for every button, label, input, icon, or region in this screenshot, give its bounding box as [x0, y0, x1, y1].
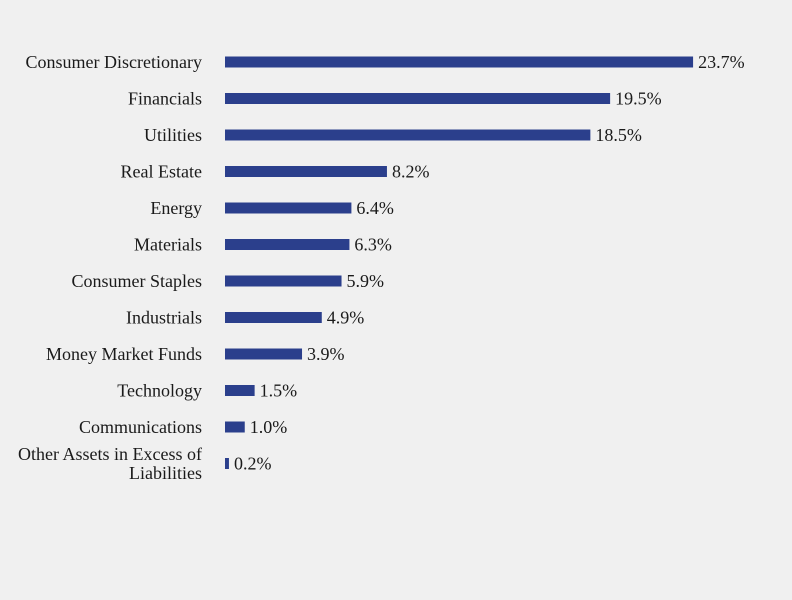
- bar-other-assets-in-excess-of-liabilities: [225, 458, 229, 469]
- bars-group: [225, 56, 694, 469]
- category-label-financials: Financials: [128, 89, 202, 109]
- category-label-utilities: Utilities: [144, 125, 202, 145]
- bar-real-estate: [225, 166, 387, 177]
- value-label-materials: 6.3%: [354, 235, 392, 255]
- category-label-money-market-funds: Money Market Funds: [46, 344, 202, 364]
- category-label-energy: Energy: [150, 198, 202, 218]
- bar-industrials: [225, 312, 322, 323]
- category-label-consumer-staples: Consumer Staples: [72, 271, 203, 291]
- value-label-consumer-discretionary: 23.7%: [698, 52, 745, 72]
- value-label-industrials: 4.9%: [327, 308, 365, 328]
- bar-communications: [225, 421, 245, 433]
- value-label-utilities: 18.5%: [595, 125, 642, 145]
- value-label-real-estate: 8.2%: [392, 162, 430, 182]
- category-label-materials: Materials: [134, 235, 202, 255]
- value-label-financials: 19.5%: [615, 89, 662, 109]
- category-label-communications: Communications: [79, 417, 202, 437]
- category-label-real-estate: Real Estate: [121, 162, 202, 182]
- bar-money-market-funds: [225, 348, 303, 360]
- bar-consumer-discretionary: [225, 56, 694, 68]
- value-label-other-assets-in-excess-of-liabilities: 0.2%: [234, 454, 272, 474]
- category-labels-group: Consumer Discretionary Financials Utilitie…: [18, 52, 202, 483]
- value-label-energy: 6.4%: [356, 198, 394, 218]
- value-labels-group: 23.7% 19.5% 18.5% 8.2% 6.4% 6.3% 5.9% 4.9% 3.9% 1…: [234, 52, 745, 474]
- category-label-technology: Technology: [117, 381, 202, 401]
- value-label-consumer-staples: 5.9%: [347, 271, 385, 291]
- category-label-consumer-discretionary: Consumer Discretionary: [26, 52, 202, 72]
- bar-consumer-staples: [225, 275, 342, 287]
- bar-technology: [225, 385, 255, 396]
- category-label-industrials: Industrials: [126, 308, 202, 328]
- value-label-money-market-funds: 3.9%: [307, 344, 345, 364]
- category-label-other-assets-in-excess-of-liabilities: Other Assets in Excess of Liabilities: [18, 444, 202, 483]
- bar-financials: [225, 93, 611, 104]
- bar-energy: [225, 202, 352, 214]
- value-label-technology: 1.5%: [260, 381, 298, 401]
- bar-materials: [225, 239, 350, 250]
- value-label-communications: 1.0%: [250, 417, 288, 437]
- bar-utilities: [225, 129, 591, 141]
